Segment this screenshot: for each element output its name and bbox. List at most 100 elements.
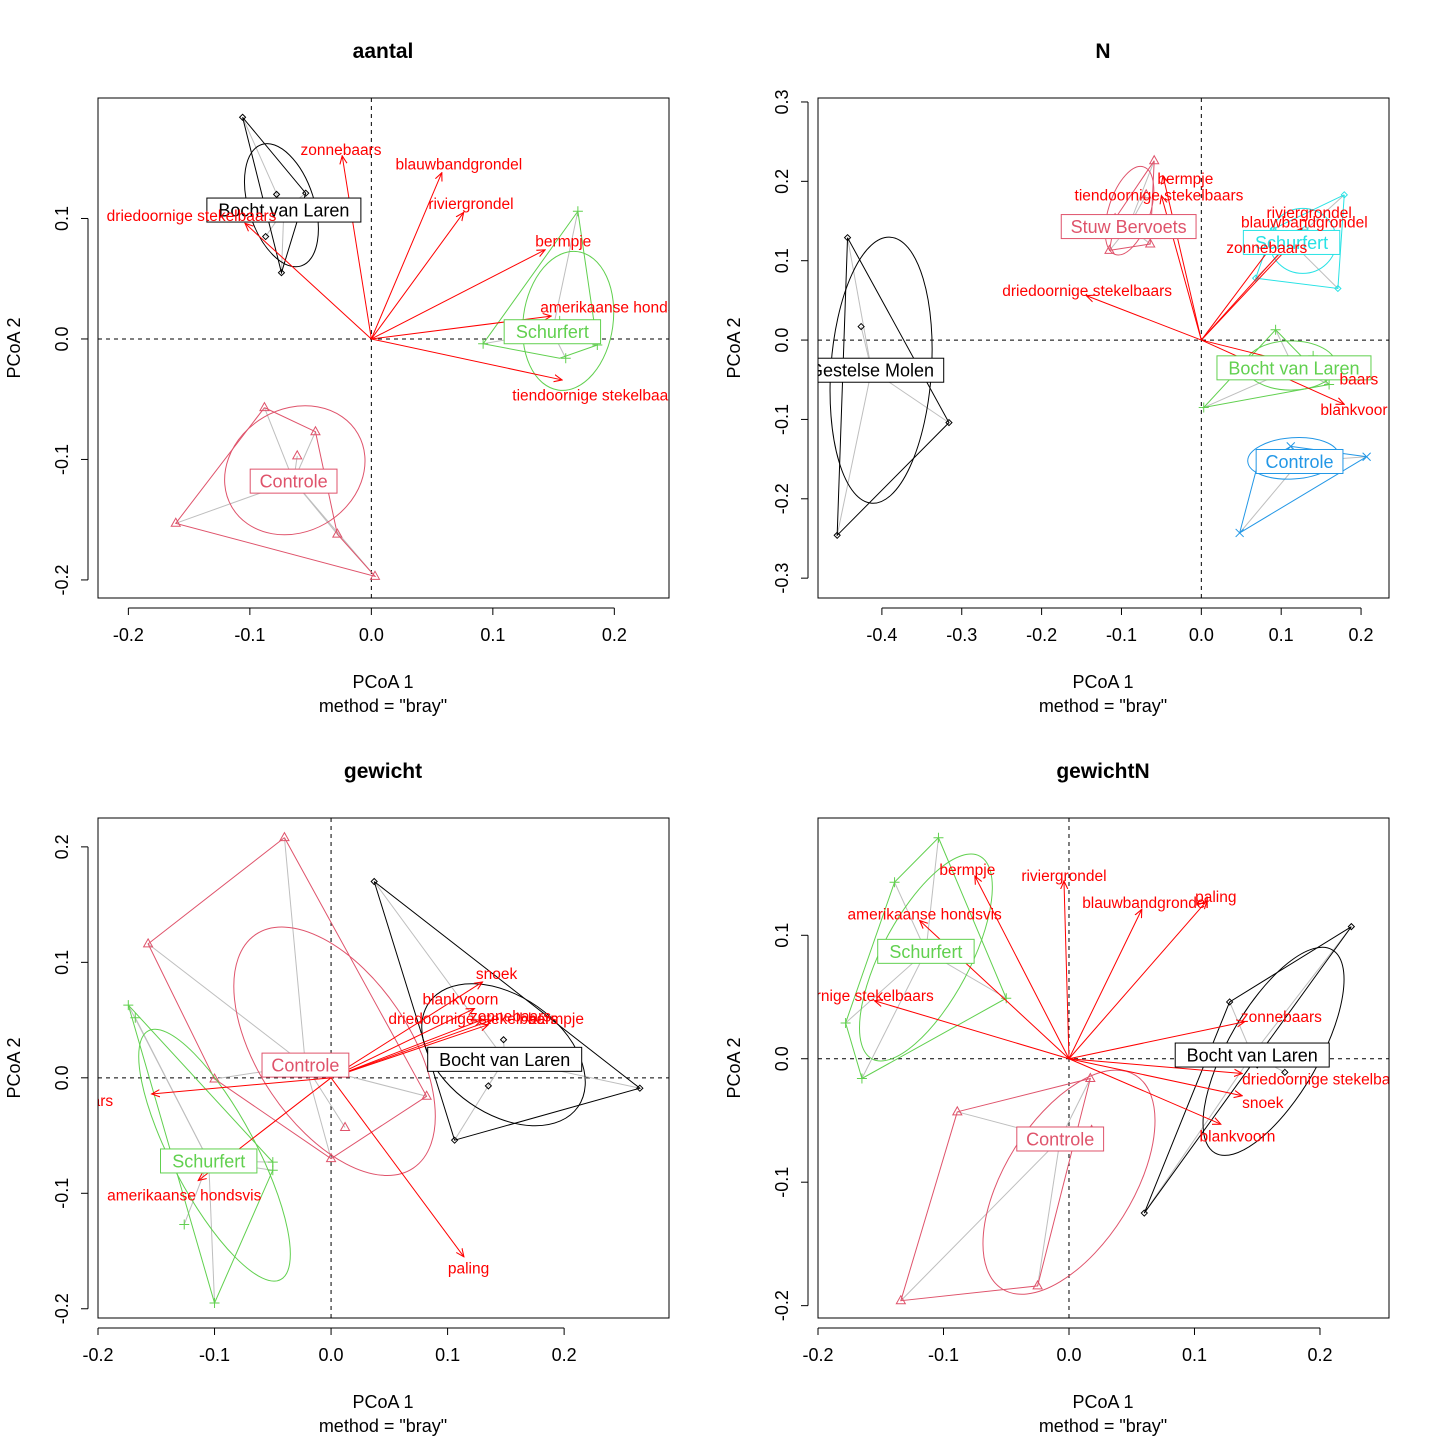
x-tick-label: -0.1 [1106,625,1137,645]
hull [373,881,641,1141]
group-label-controle: Controle [260,472,328,492]
plot-frame [817,817,1390,1319]
spider-line [1037,1138,1061,1286]
site-point [951,1105,963,1116]
x-tick-label: -0.1 [199,1345,230,1365]
group-controle [895,1069,1156,1305]
group-label-gestelse-molen: Gestelse Molen [809,361,934,381]
species-label-blankvoorn: blankvoorn [422,991,498,1008]
species-arrow-blankvoorn [330,1009,474,1079]
species-arrow-zonnebaars [342,156,372,340]
y-tick-label: -0.1 [772,404,792,435]
confidence-ellipse [233,926,436,1176]
site-point [484,1082,493,1090]
species-arrow-zonnebaars [1200,243,1274,341]
species-arrow-driedoornige-stekelbaars [1086,296,1202,341]
spider-line [283,837,306,1066]
species-label-driedoornige-stekelbaars: driedoornige stekelbaars [388,1011,558,1028]
spider-line [208,1160,216,1304]
species-label-tiendoornige-stekelbaars: tiendoornige stekelbaars [512,388,681,405]
species-arrow-bermpje [371,250,545,340]
species-label-riviergrondel: riviergrondel [428,196,513,213]
x-tick-label: 0.1 [480,625,505,645]
site-point [1144,238,1156,248]
y-tick-label: 0.0 [52,326,72,351]
species-label-tiendoornige-stekelbaars: tiendoornige stekelbaars [765,988,934,1005]
y-axis: -0.2 -0.1 0.0 0.1 [52,206,89,595]
site-point [279,831,290,842]
species-label-zonnebaars: zonnebaars [1226,240,1307,257]
spider-line [900,1138,1061,1302]
site-point [1235,528,1245,538]
group-label-box [1242,229,1341,255]
group-label-box [877,938,975,964]
spider-line [304,1064,332,1159]
species-label-tiendoornige-stekelbaars: tiendoornige stekelbaars [0,1093,113,1110]
confidence-ellipse [522,250,615,391]
plot-area: Gestelse Molen Stuw Bervoets Schurfert Boch… [809,98,1389,598]
group-label-bocht-van-laren: Bocht van Laren [1187,1046,1318,1066]
x-axis: -0.4 -0.3 -0.2 -0.1 0.0 0.1 0.2 [866,607,1374,645]
group-label-schurfert: Schurfert [172,1151,245,1171]
species-label-bermpje: bermpje [528,1011,584,1028]
panel-title: gewichtN [1056,760,1149,783]
site-point [1270,324,1281,335]
plot-frame [97,97,670,599]
site-point [421,1090,432,1100]
spider-line [134,1017,210,1162]
y-tick-label: -0.2 [772,483,792,514]
site-point [170,517,182,527]
site-point [1281,1068,1289,1077]
species-arrow-tiendoornige-stekelbaars [874,1001,1070,1060]
site-point [209,1072,220,1083]
group-label-controle: Controle [271,1056,339,1076]
group-label-bocht-van-laren: Bocht van Laren [439,1050,570,1070]
y-tick-label: 0.2 [772,169,792,194]
species-label-zonnebaars: zonnebaars [1241,1009,1322,1026]
site-point [339,1121,351,1131]
site-point [1148,154,1160,165]
plot-area: Bocht van Laren Schurfert Controle zonnebaa… [98,98,681,598]
x-axis-sublabel: method = "bray" [319,1416,447,1436]
species-arrow-riviergrondel [370,212,463,340]
x-tick-label: 0.0 [359,625,384,645]
y-tick-label: -0.3 [772,563,792,594]
species-label-blauwbandgrondel: blauwbandgrondel [395,156,522,173]
site-point [325,1152,337,1163]
site-point [238,113,247,121]
species-arrow-bermpje [975,876,1070,1059]
group-label-bocht-van-laren: Bocht van Laren [1228,358,1359,378]
group-label-controle: Controle [1026,1129,1094,1149]
panel-title: N [1095,40,1110,63]
site-point [1225,998,1234,1006]
species-arrow-zonnebaars [330,1020,492,1079]
x-axis-label: PCoA 1 [1072,1392,1133,1412]
confidence-ellipse [982,1069,1156,1295]
x-tick-label: -0.4 [866,625,897,645]
site-point [945,418,953,427]
species-arrow-riviergrondel [1064,881,1070,1059]
site-point [636,1084,644,1092]
group-label-box [503,319,602,345]
species-arrow-blauwbandgrondel [1068,909,1142,1059]
hull [845,837,1007,1080]
site-point [499,1036,508,1044]
x-tick-label: 0.1 [1182,1345,1207,1365]
panel-gewicht: gewicht PCoA 1 method = "bray" PCoA 2 -0… [0,760,670,1436]
y-axis-label: PCoA 2 [724,317,744,378]
hull [1143,926,1352,1214]
species-label-amerikaanse-hondsvis: amerikaanse hondsvis [848,906,1002,923]
group-label-box [160,1148,258,1174]
hull [836,237,950,537]
site-point [856,1073,867,1084]
species-arrow-driedoornige-stekelbaars [245,223,372,340]
x-axis-label: PCoA 1 [352,672,413,692]
species-label-amerikaanse-hondsvis: amerikaanse hondsvis [107,1188,261,1205]
group-label-box [261,1052,350,1078]
spider-line [1251,926,1352,1056]
site-point [1140,188,1152,199]
spider-line [551,211,579,332]
species-label-zonnebaars: zonnebaars [470,1009,551,1026]
y-tick-label: 0.0 [772,1046,792,1071]
